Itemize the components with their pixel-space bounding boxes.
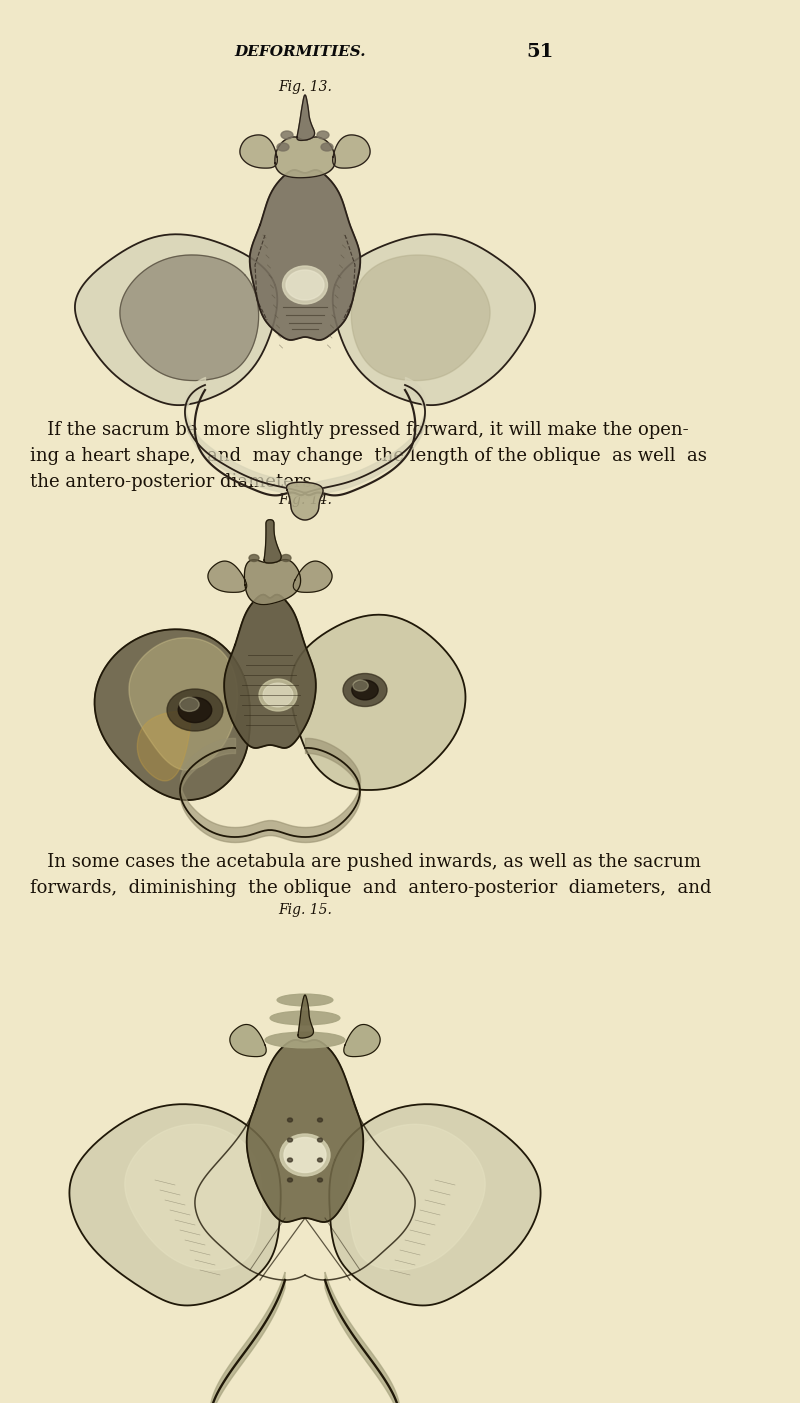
Ellipse shape [249,554,259,561]
Polygon shape [129,638,238,770]
Polygon shape [138,711,190,781]
Polygon shape [275,137,335,178]
Text: the antero-posterior diameters.: the antero-posterior diameters. [30,473,318,491]
Ellipse shape [280,1134,330,1176]
Ellipse shape [286,269,324,300]
Ellipse shape [265,1033,345,1048]
Polygon shape [333,234,535,405]
Text: DEFORMITIES.: DEFORMITIES. [234,45,366,59]
Ellipse shape [317,130,329,139]
Polygon shape [333,135,370,168]
Ellipse shape [353,680,368,692]
Polygon shape [246,1040,363,1222]
Polygon shape [245,560,301,605]
Ellipse shape [343,673,387,707]
Ellipse shape [318,1157,322,1162]
Text: Fig. 13.: Fig. 13. [278,80,332,94]
Polygon shape [298,995,314,1038]
Polygon shape [348,1124,485,1270]
Polygon shape [294,561,332,592]
Ellipse shape [287,1157,293,1162]
Polygon shape [240,135,278,168]
Ellipse shape [178,697,212,723]
Polygon shape [264,519,282,563]
Ellipse shape [270,1012,340,1026]
Polygon shape [230,1024,266,1056]
Ellipse shape [352,680,378,700]
Polygon shape [75,234,278,405]
Polygon shape [330,1104,541,1305]
Ellipse shape [284,1138,326,1173]
Text: Fig. 14.: Fig. 14. [278,492,332,506]
Polygon shape [70,1104,281,1305]
Text: If the sacrum be more slightly pressed forward, it will make the open-: If the sacrum be more slightly pressed f… [30,421,689,439]
Ellipse shape [282,267,327,304]
Text: Fig. 15.: Fig. 15. [278,904,332,918]
Text: 51: 51 [526,43,554,60]
Polygon shape [305,1273,400,1403]
Polygon shape [286,483,323,521]
Ellipse shape [287,1138,293,1142]
Ellipse shape [179,697,199,711]
Polygon shape [250,170,360,340]
Ellipse shape [167,689,223,731]
Ellipse shape [259,679,297,711]
Ellipse shape [281,554,291,561]
Ellipse shape [331,1352,369,1403]
Ellipse shape [277,993,333,1006]
Polygon shape [94,630,250,800]
Ellipse shape [277,143,289,152]
Polygon shape [208,561,246,592]
Polygon shape [120,255,258,380]
Ellipse shape [241,1352,279,1403]
Polygon shape [344,1024,380,1056]
Text: ing a heart shape,  and  may change  the length of the oblique  as well  as: ing a heart shape, and may change the le… [30,448,707,464]
Polygon shape [297,95,314,140]
Polygon shape [224,595,316,748]
Ellipse shape [318,1138,322,1142]
Polygon shape [351,255,490,380]
Ellipse shape [281,130,293,139]
Text: forwards,  diminishing  the oblique  and  antero-posterior  diameters,  and: forwards, diminishing the oblique and an… [30,880,711,897]
Ellipse shape [318,1118,322,1122]
Polygon shape [125,1124,262,1270]
Polygon shape [210,1273,305,1403]
Ellipse shape [321,143,333,152]
Ellipse shape [318,1179,322,1181]
Ellipse shape [263,683,293,707]
Ellipse shape [287,1118,293,1122]
Ellipse shape [287,1179,293,1181]
Text: In some cases the acetabula are pushed inwards, as well as the sacrum: In some cases the acetabula are pushed i… [30,853,701,871]
Polygon shape [290,615,466,790]
